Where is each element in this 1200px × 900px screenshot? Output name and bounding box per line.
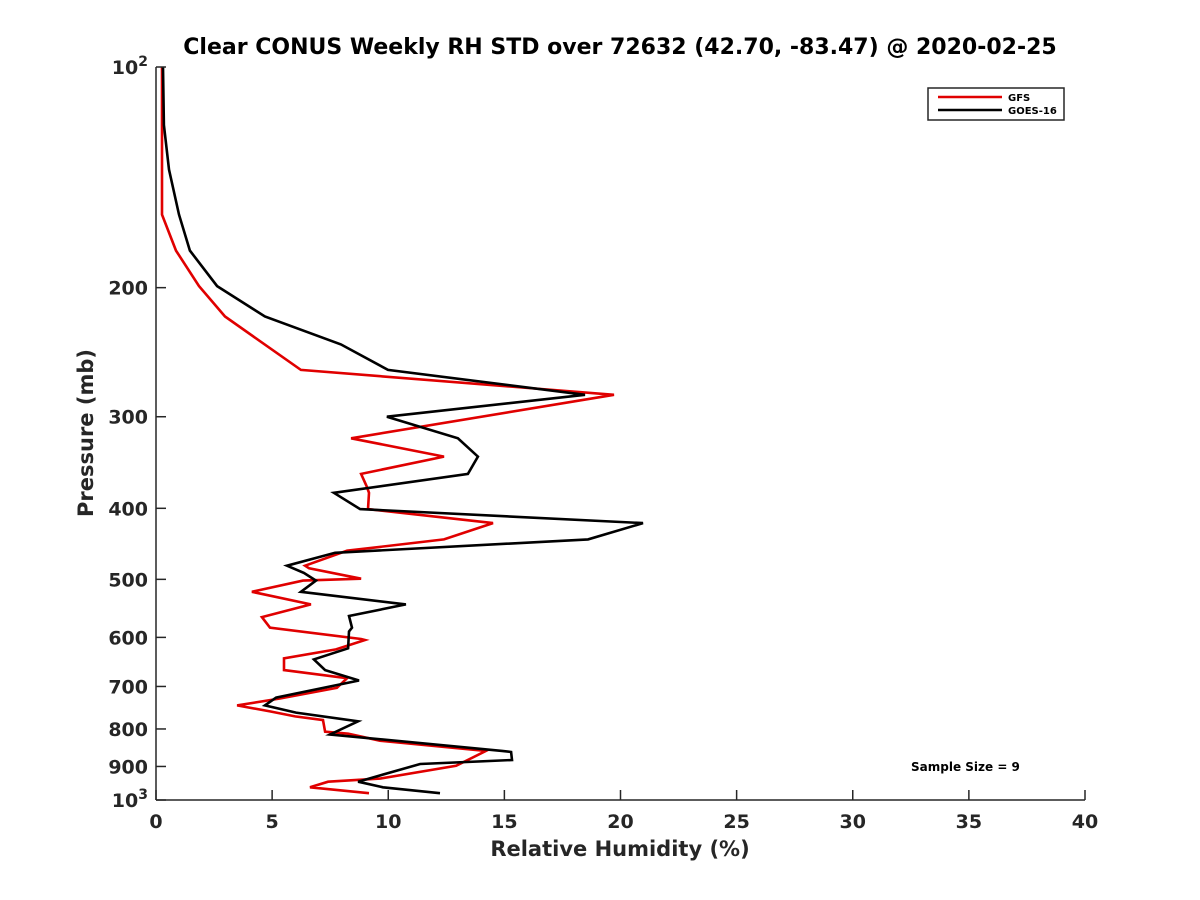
x-tick-label: 40 — [1072, 811, 1098, 833]
y-tick-label: 200 — [108, 278, 148, 300]
y-tick-label: 800 — [108, 719, 148, 741]
series-line-goes16 — [161, 66, 644, 795]
y-tick-label: 300 — [108, 407, 148, 429]
y-tick-label: 400 — [108, 498, 148, 520]
legend-label-gfs: GFS — [1008, 93, 1030, 104]
x-ticks: 0 5 10 15 20 25 30 35 40 — [149, 790, 1098, 833]
y-tick-label: 700 — [108, 676, 148, 698]
y-tick-label: 900 — [108, 756, 148, 778]
y-tick-label: 102 — [112, 54, 148, 79]
sample-size-annotation: Sample Size = 9 — [911, 760, 1020, 774]
y-axis-label: Pressure (mb) — [74, 349, 98, 517]
chart-title: Clear CONUS Weekly RH STD over 72632 (42… — [183, 35, 1056, 60]
y-tick-label: 600 — [108, 627, 148, 649]
series-line-gfs — [160, 67, 615, 795]
x-tick-label: 0 — [149, 811, 162, 833]
x-tick-label: 10 — [375, 811, 401, 833]
x-tick-label: 20 — [607, 811, 633, 833]
series-layer — [160, 66, 644, 795]
y-tick-label: 103 — [112, 787, 148, 812]
plot-area: 0 5 10 15 20 25 30 35 40 102 200 300 400 500 600 700 80… — [108, 54, 1098, 833]
legend: GFS GOES-16 — [927, 87, 1065, 121]
x-axis-label: Relative Humidity (%) — [490, 837, 749, 861]
x-tick-label: 25 — [723, 811, 749, 833]
y-ticks: 102 200 300 400 500 600 700 800 900 103 — [108, 54, 166, 812]
x-tick-label: 35 — [956, 811, 982, 833]
y-tick-label: 500 — [108, 569, 148, 591]
x-tick-label: 30 — [840, 811, 866, 833]
x-tick-label: 5 — [266, 811, 279, 833]
legend-label-goes16: GOES-16 — [1008, 106, 1057, 117]
x-tick-label: 15 — [491, 811, 517, 833]
legend-box — [927, 87, 1065, 121]
